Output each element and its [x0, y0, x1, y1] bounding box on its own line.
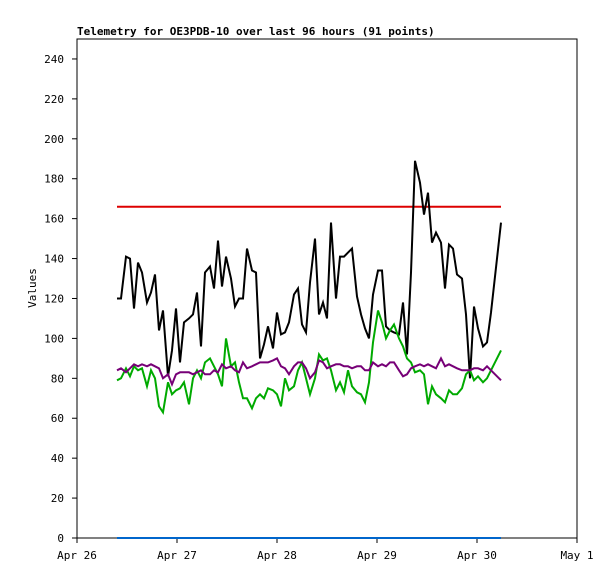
y-tick-label: 180 — [44, 173, 64, 186]
y-tick-label: 0 — [57, 532, 64, 545]
x-tick-label: Apr 27 — [157, 549, 197, 562]
x-tick-label: May 1 — [560, 549, 593, 562]
series-line-2 — [117, 160, 502, 379]
y-tick-label: 220 — [44, 93, 64, 106]
y-tick-label: 20 — [51, 492, 64, 505]
series-line-4 — [116, 356, 502, 387]
y-tick-label: 40 — [51, 452, 64, 465]
series-layer — [116, 160, 502, 539]
x-tick-label: Apr 29 — [357, 549, 397, 562]
x-axis: Apr 26 Apr 27 Apr 28 Apr 29 Apr 30 May 1 — [57, 538, 594, 562]
y-tick-label: 100 — [44, 332, 64, 345]
x-tick-label: Apr 28 — [257, 549, 297, 562]
chart-title: Telemetry for OE3PDB-10 over last 96 hou… — [77, 25, 435, 38]
y-tick-label: 140 — [44, 253, 64, 266]
x-tick-label: Apr 30 — [457, 549, 497, 562]
y-tick-label: 120 — [44, 292, 64, 305]
y-tick-label: 60 — [51, 412, 64, 425]
series-line-3 — [116, 310, 502, 415]
y-tick-label: 200 — [44, 133, 64, 146]
y-tick-label: 160 — [44, 213, 64, 226]
y-tick-label: 240 — [44, 53, 64, 66]
y-axis: 0 20 40 60 80 100 120 140 160 180 200 220 240 — [44, 53, 77, 545]
y-axis-label: Values — [26, 268, 39, 308]
y-tick-label: 80 — [51, 372, 64, 385]
x-tick-label: Apr 26 — [57, 549, 97, 562]
